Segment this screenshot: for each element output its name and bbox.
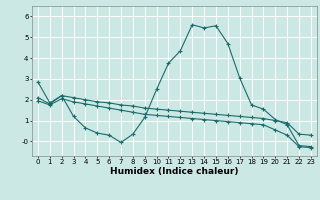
X-axis label: Humidex (Indice chaleur): Humidex (Indice chaleur)	[110, 167, 239, 176]
